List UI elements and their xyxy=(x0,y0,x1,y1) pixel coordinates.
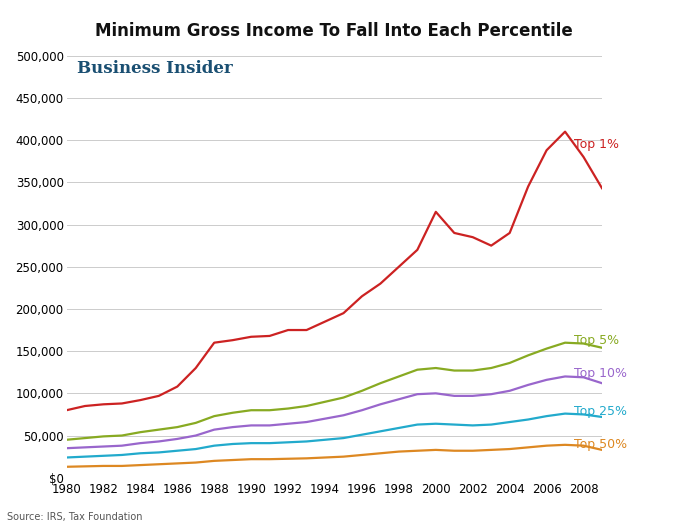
Title: Minimum Gross Income To Fall Into Each Percentile: Minimum Gross Income To Fall Into Each P… xyxy=(95,22,573,40)
Text: Business Insider: Business Insider xyxy=(77,60,233,77)
Text: Source: IRS, Tax Foundation: Source: IRS, Tax Foundation xyxy=(7,512,143,522)
Text: Top 1%: Top 1% xyxy=(574,138,620,151)
Text: Top 25%: Top 25% xyxy=(574,405,627,417)
Text: Top 10%: Top 10% xyxy=(574,366,627,380)
Text: Top 5%: Top 5% xyxy=(574,334,620,346)
Text: Top 50%: Top 50% xyxy=(574,438,627,451)
